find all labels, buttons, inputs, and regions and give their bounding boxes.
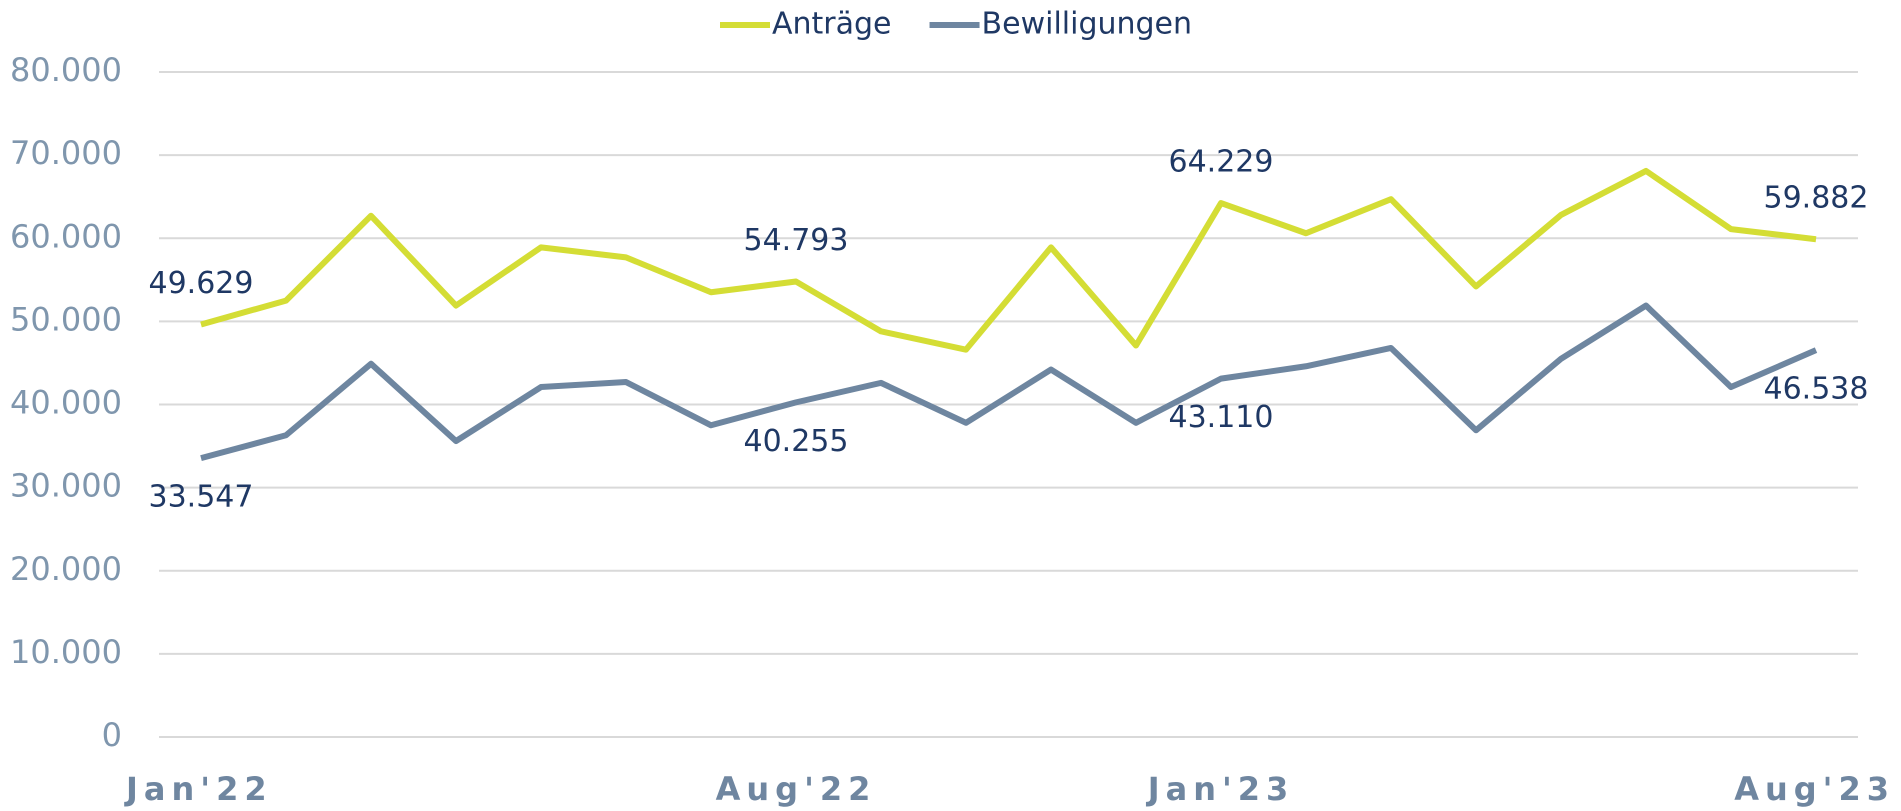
y-tick-label: 0 xyxy=(102,716,122,754)
data-label: 46.538 xyxy=(1764,372,1869,407)
y-tick-label: 80.000 xyxy=(10,51,122,89)
y-tick-label: 20.000 xyxy=(10,550,122,588)
y-tick-label: 50.000 xyxy=(10,300,122,338)
series-line xyxy=(200,167,1817,353)
data-label: 40.255 xyxy=(744,424,849,459)
series-line xyxy=(200,302,1818,462)
x-tick-label: Jan'23 xyxy=(1146,770,1295,808)
x-tick-label: Aug'23 xyxy=(1734,770,1895,808)
x-tick-label: Jan'22 xyxy=(124,770,273,808)
y-tick-label: 70.000 xyxy=(10,134,122,172)
y-tick-label: 10.000 xyxy=(10,633,122,671)
data-label: 43.110 xyxy=(1169,400,1274,435)
data-label: 33.547 xyxy=(149,480,254,515)
legend-label: Bewilligungen xyxy=(982,7,1193,42)
legend-label: Anträge xyxy=(772,7,892,42)
y-tick-label: 40.000 xyxy=(10,384,122,422)
data-label: 54.793 xyxy=(744,223,849,258)
y-tick-label: 60.000 xyxy=(10,217,122,255)
data-label: 49.629 xyxy=(149,266,254,301)
data-label: 64.229 xyxy=(1169,145,1274,180)
y-tick-label: 30.000 xyxy=(10,467,122,505)
x-tick-label: Aug'22 xyxy=(716,770,877,808)
data-label: 59.882 xyxy=(1764,181,1869,216)
